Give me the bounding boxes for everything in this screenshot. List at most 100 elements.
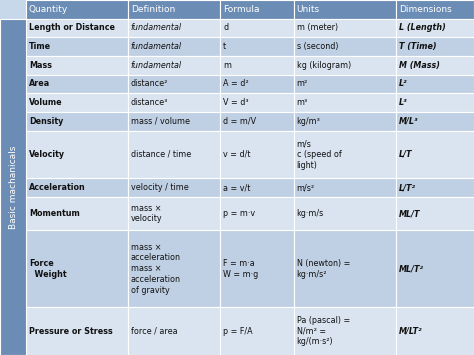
Text: Pressure or Stress: Pressure or Stress [29,327,113,335]
Text: Mass: Mass [29,61,52,70]
Text: Formula: Formula [223,5,260,14]
Bar [220,19,294,37]
Text: m (meter): m (meter) [297,23,338,32]
Text: L³: L³ [399,98,407,107]
Text: distance²: distance² [131,80,168,88]
Text: Area: Area [29,80,50,88]
Bar [26,197,128,230]
Bar [26,0,128,19]
Bar [396,37,474,56]
Text: T (Time): T (Time) [399,42,436,51]
Text: v = d/t: v = d/t [223,150,251,159]
Bar [294,307,396,355]
Text: m/s
c (speed of
light): m/s c (speed of light) [297,139,341,170]
Text: p = m·v: p = m·v [223,209,255,218]
Text: ML/T²: ML/T² [399,264,424,273]
Text: L/T²: L/T² [399,183,416,192]
Bar [220,0,294,19]
Bar [396,56,474,75]
Bar [396,230,474,307]
Text: m/s²: m/s² [297,183,315,192]
Bar [26,131,128,178]
Text: Density: Density [29,117,64,126]
Text: M/LT²: M/LT² [399,327,422,335]
Text: L/T: L/T [399,150,412,159]
Bar [294,19,396,37]
Text: M/L³: M/L³ [399,117,418,126]
Text: fundamental: fundamental [131,42,182,51]
Bar [220,93,294,112]
Text: M (Mass): M (Mass) [399,61,439,70]
Text: t: t [223,42,227,51]
Text: velocity / time: velocity / time [131,183,189,192]
Text: L²: L² [399,80,407,88]
Bar [26,19,128,37]
Text: m²: m² [297,80,308,88]
Text: kg (kilogram): kg (kilogram) [297,61,351,70]
Bar [396,112,474,131]
Bar [26,93,128,112]
Text: Pa (pascal) =
N/m² =
kg/(m·s²): Pa (pascal) = N/m² = kg/(m·s²) [297,316,350,346]
Bar [128,75,220,93]
Text: A = d²: A = d² [223,80,249,88]
Text: p = F/A: p = F/A [223,327,253,335]
Bar [294,0,396,19]
Text: Acceleration: Acceleration [29,183,86,192]
Bar [0,19,26,355]
Bar [396,131,474,178]
Bar [220,307,294,355]
Bar [294,75,396,93]
Bar [294,112,396,131]
Text: a = v/t: a = v/t [223,183,251,192]
Bar [396,93,474,112]
Bar [128,197,220,230]
Text: m: m [223,61,231,70]
Bar [128,56,220,75]
Bar [396,178,474,197]
Bar [294,93,396,112]
Text: V = d³: V = d³ [223,98,249,107]
Bar [128,112,220,131]
Text: m³: m³ [297,98,308,107]
Bar [26,307,128,355]
Bar [396,307,474,355]
Bar [26,75,128,93]
Bar [396,19,474,37]
Bar [294,131,396,178]
Text: mass / volume: mass / volume [131,117,190,126]
Text: Momentum: Momentum [29,209,80,218]
Text: F = m·a
W = m·g: F = m·a W = m·g [223,259,258,279]
Text: d = m/V: d = m/V [223,117,256,126]
Bar [26,112,128,131]
Text: ML/T: ML/T [399,209,420,218]
Bar [26,37,128,56]
Bar [220,37,294,56]
Bar [128,0,220,19]
Bar [220,131,294,178]
Bar [294,178,396,197]
Text: N (newton) =
kg·m/s²: N (newton) = kg·m/s² [297,259,350,279]
Text: Velocity: Velocity [29,150,65,159]
Text: Force
  Weight: Force Weight [29,259,66,279]
Text: L (Length): L (Length) [399,23,446,32]
Bar [294,56,396,75]
Bar [128,93,220,112]
Bar [128,230,220,307]
Bar [294,197,396,230]
Bar [128,307,220,355]
Text: distance³: distance³ [131,98,168,107]
Bar [220,230,294,307]
Bar [220,56,294,75]
Bar [128,131,220,178]
Text: d: d [223,23,228,32]
Text: Dimensions: Dimensions [399,5,451,14]
Bar [396,197,474,230]
Bar [220,197,294,230]
Text: fundamental: fundamental [131,23,182,32]
Text: Definition: Definition [131,5,175,14]
Text: mass ×
velocity: mass × velocity [131,204,163,224]
Bar [294,230,396,307]
Bar [26,56,128,75]
Bar [294,37,396,56]
Bar [220,112,294,131]
